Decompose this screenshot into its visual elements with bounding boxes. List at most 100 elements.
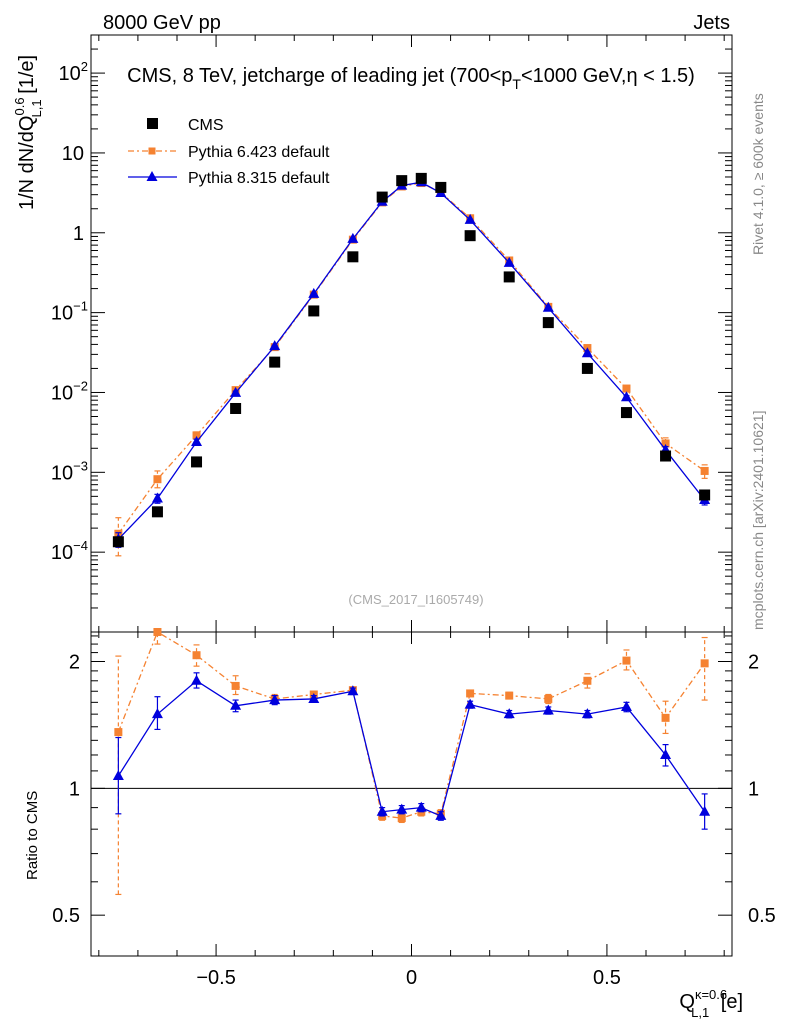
y-tick-label-main: 10−4 <box>51 538 88 564</box>
y-tick-exp: −2 <box>73 378 88 393</box>
xlabel-post: [e] <box>715 991 743 1013</box>
pythia8-main-point <box>191 435 203 446</box>
xlabel-sub: L,1 <box>691 1005 709 1020</box>
cms-point <box>112 536 124 548</box>
x-tick-label: 0.5 <box>593 967 621 989</box>
pythia8-main-line <box>117 181 706 540</box>
mcplots-label: mcplots.cern.ch [arXiv:2401.10621] <box>750 411 766 630</box>
pythia8-ratio-point <box>415 801 427 812</box>
legend-py6-label: Pythia 6.423 default <box>188 144 330 161</box>
legend-py8-marker <box>146 171 158 181</box>
pythia6-ratio-point <box>114 728 123 737</box>
ratio-panel-frame <box>90 631 733 957</box>
cms-point <box>376 191 388 203</box>
analysis-watermark: (CMS_2017_I1605749) <box>348 592 483 607</box>
legend-py6-marker <box>148 147 156 155</box>
x-tick-label: −0.5 <box>196 967 235 989</box>
y-tick-exp: 2 <box>81 59 88 74</box>
pythia6-ratio-point <box>192 651 201 660</box>
pythia8-main-point <box>269 340 281 351</box>
pythia6-ratio-point <box>544 694 553 703</box>
rivet-label: Rivet 4.1.0, ≥ 600k events <box>750 93 766 255</box>
main-series-layer <box>112 172 711 557</box>
y-axis-label-main: 1/N dN/dQ0.6 L,1 [1/e] <box>12 55 44 210</box>
title-lead: CMS, 8 TeV, jetcharge of leading jet (70… <box>127 65 512 87</box>
y-tick-label-ratio-right: 0.5 <box>748 905 776 927</box>
ylabel-main-post: [1/e] <box>16 55 38 99</box>
y-tick-base: 10 <box>51 542 73 564</box>
pythia6-main-point <box>622 384 631 393</box>
y-tick-label-ratio-right: 1 <box>748 778 759 800</box>
pythia8-ratio-point <box>396 803 408 814</box>
pythia6-main-point <box>192 431 201 440</box>
cms-point <box>230 402 242 414</box>
legend-cms-marker <box>147 118 158 129</box>
y-tick-label-ratio: 2 <box>69 652 80 674</box>
pythia6-ratio-point <box>397 814 406 823</box>
pythia8-main-point <box>151 492 163 503</box>
y-tick-exp: −1 <box>73 299 88 314</box>
pythia8-ratio-point <box>230 699 242 710</box>
pythia8-ratio-point <box>308 692 320 703</box>
y-tick-label-main: 10−1 <box>51 299 88 325</box>
pythia8-main-point <box>230 386 242 397</box>
cms-point <box>464 230 476 242</box>
header-left: 8000 GeV pp <box>103 12 221 34</box>
ylabel-main-sub: L,1 <box>29 99 44 117</box>
cms-point <box>620 407 632 419</box>
y-tick-label-main: 10 <box>62 143 84 165</box>
cms-point <box>269 356 281 368</box>
pythia8-ratio-point <box>151 708 163 719</box>
pythia6-ratio-point <box>583 676 592 685</box>
pythia8-main-point <box>347 232 359 243</box>
pythia6-main-line <box>117 182 706 535</box>
y-axis-label-ratio: Ratio to CMS <box>24 791 41 880</box>
y-tick-base: 1 <box>73 223 84 245</box>
cms-point <box>503 271 515 283</box>
pythia6-ratio-line <box>117 631 706 819</box>
pythia8-ratio-point <box>620 700 632 711</box>
pythia8-ratio-point <box>112 769 124 780</box>
pythia8-main-point <box>464 213 476 224</box>
ylabel-main-pre: 1/N dN/dQ <box>16 116 38 210</box>
xlabel-sup: κ=0.6 <box>695 987 727 1002</box>
x-tick-label: 0 <box>406 967 417 989</box>
pythia6-main-point <box>661 439 670 448</box>
y-tick-exp: −3 <box>73 458 88 473</box>
y-tick-base: 10 <box>51 382 73 404</box>
cms-point <box>396 175 408 187</box>
cms-point <box>308 305 320 317</box>
y-tick-label-ratio: 0.5 <box>52 905 80 927</box>
pythia8-main-point <box>620 391 632 402</box>
y-tick-label-main: 10−2 <box>51 378 88 404</box>
pythia8-main-point <box>503 256 515 267</box>
pythia8-ratio-point <box>660 748 672 759</box>
pythia8-ratio-point <box>699 805 711 816</box>
pythia8-ratio-point <box>503 708 515 719</box>
xlabel-pre: Q <box>679 991 695 1013</box>
y-tick-label-ratio: 1 <box>69 778 80 800</box>
ylabel-main-sup: 0.6 <box>12 97 27 115</box>
pythia8-ratio-point <box>435 809 447 820</box>
pythia8-ratio-point <box>347 685 359 696</box>
cms-point <box>542 317 554 329</box>
cms-point <box>415 172 427 184</box>
y-tick-label-ratio-right: 2 <box>748 652 759 674</box>
pythia6-ratio-point <box>231 681 240 690</box>
pythia6-ratio-point <box>622 656 631 665</box>
pythia8-main-point <box>581 347 593 358</box>
y-tick-label-main: 102 <box>59 59 88 85</box>
pythia8-ratio-point <box>269 694 281 705</box>
cms-point <box>347 251 359 263</box>
pythia6-ratio-point <box>505 691 514 700</box>
y-tick-label-main: 1 <box>73 223 84 245</box>
y-tick-base: 10 <box>59 63 81 85</box>
legend: CMS Pythia 6.423 default Pythia 8.315 de… <box>128 117 330 187</box>
pythia8-main-point <box>542 301 554 312</box>
y-tick-label-main: 10−3 <box>51 458 88 484</box>
cms-point <box>191 456 203 468</box>
pythia8-ratio-line <box>117 679 706 817</box>
pythia8-ratio-point <box>191 674 203 685</box>
legend-py8-label: Pythia 8.315 default <box>188 170 330 187</box>
